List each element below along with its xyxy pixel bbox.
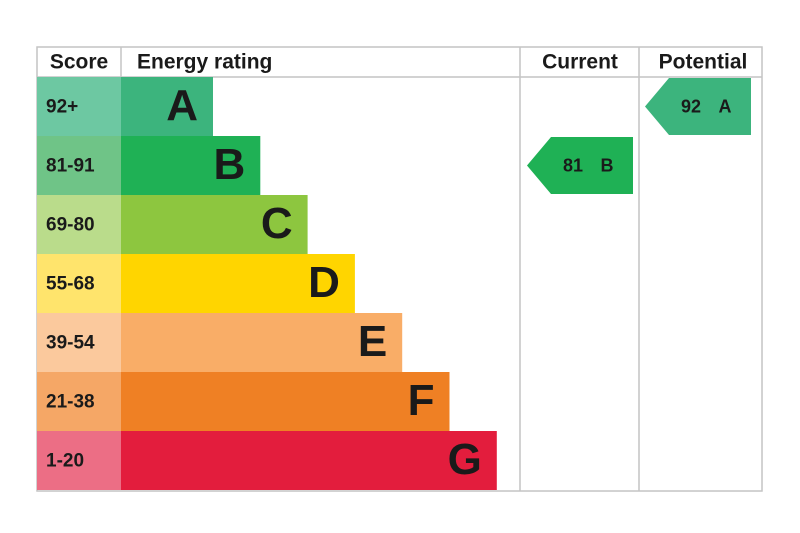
rating-bar [121, 254, 355, 313]
header-rating: Energy rating [137, 51, 272, 74]
potential-arrow [645, 78, 751, 135]
rating-letter: B [214, 140, 246, 189]
rating-bar [121, 313, 403, 372]
header-potential: Potential [659, 51, 748, 74]
current-value: 81 [563, 155, 583, 175]
rating-letter: G [448, 435, 482, 484]
score-range: 21-38 [46, 392, 95, 413]
potential-letter: A [719, 96, 732, 116]
score-cell [37, 254, 121, 313]
rating-letter: A [166, 81, 198, 130]
header-current: Current [542, 51, 618, 74]
rating-bar [121, 195, 308, 254]
current-letter: B [601, 155, 614, 175]
rating-letter: D [308, 258, 340, 307]
rating-bar [121, 431, 497, 490]
score-range: 39-54 [46, 333, 95, 354]
rating-letter: F [408, 376, 435, 425]
rating-letter: E [358, 317, 387, 366]
score-cell [37, 136, 121, 195]
rating-bar [121, 372, 450, 431]
score-cell [37, 313, 121, 372]
score-range: 1-20 [46, 451, 84, 472]
current-arrow [527, 137, 633, 194]
header-score: Score [50, 51, 108, 74]
rating-bar [121, 136, 261, 195]
rating-letter: C [261, 199, 293, 248]
score-range: 92+ [46, 97, 78, 118]
potential-value: 92 [681, 96, 701, 116]
score-cell [37, 77, 121, 136]
score-range: 55-68 [46, 274, 95, 295]
score-cell [37, 431, 121, 490]
score-range: 69-80 [46, 215, 95, 236]
score-cell [37, 372, 121, 431]
score-cell [37, 195, 121, 254]
score-range: 81-91 [46, 156, 95, 177]
rating-bar [121, 77, 213, 136]
